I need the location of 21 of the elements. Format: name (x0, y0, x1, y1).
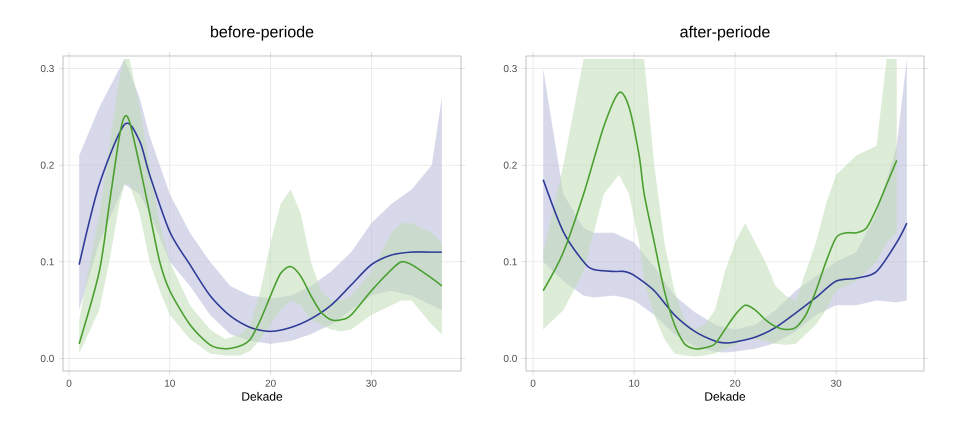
x-tick-label: 20 (730, 380, 740, 387)
y-tick-label: 0.0 (504, 354, 517, 362)
x-axis-title: Dekade (242, 392, 282, 401)
y-tick-label: 0.0 (40, 354, 54, 362)
x-tick-label: 30 (830, 380, 842, 387)
x-axis-title: Dekade (705, 392, 746, 401)
y-tick-label: 0.3 (40, 65, 54, 72)
line-series (542, 178, 908, 344)
x-tick-label: 0 (530, 380, 536, 387)
chart-title: before-periode (211, 26, 314, 41)
x-tick-label: 10 (165, 380, 175, 387)
x-tick-label: 0 (66, 380, 72, 387)
x-tick-label: 10 (629, 380, 640, 387)
x-tick-label: 20 (266, 380, 276, 387)
y-tick-label: 0.1 (40, 258, 54, 266)
y-tick-label: 0.3 (504, 65, 517, 72)
x-tick-label: 30 (366, 380, 376, 387)
y-tick-label: 0.1 (504, 258, 517, 266)
y-tick-label: 0.2 (40, 162, 54, 169)
y-tick-label: 0.2 (504, 162, 517, 169)
chart-title: after-periode (680, 26, 770, 41)
